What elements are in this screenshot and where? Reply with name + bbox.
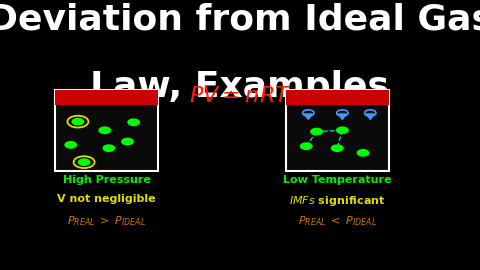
Polygon shape [338, 114, 347, 119]
Text: Low Temperature: Low Temperature [283, 175, 392, 185]
Bar [55, 90, 158, 105]
Bar [286, 90, 389, 105]
Circle shape [357, 150, 369, 156]
Circle shape [311, 129, 322, 135]
Polygon shape [304, 114, 312, 119]
Circle shape [122, 138, 133, 145]
Circle shape [99, 127, 110, 133]
Text: Law, Examples: Law, Examples [91, 70, 389, 104]
Circle shape [336, 127, 348, 133]
Circle shape [65, 142, 76, 148]
Text: V not negligible: V not negligible [58, 194, 156, 204]
Text: $\mathit{PV = nRT}$: $\mathit{PV = nRT}$ [189, 86, 291, 106]
Circle shape [300, 143, 312, 149]
Text: High Pressure: High Pressure [63, 175, 151, 185]
Circle shape [128, 119, 139, 126]
Circle shape [332, 145, 343, 151]
Polygon shape [366, 114, 374, 119]
Bar [55, 90, 158, 171]
Text: $\it{IMFs}$ significant: $\it{IMFs}$ significant [289, 194, 385, 208]
Circle shape [72, 119, 84, 125]
Bar [286, 90, 389, 171]
Text: $\mathit{P}$$_{\mathit{REAL}}$ $<$ $\mathit{P}$$_{\mathit{IDEAL}}$: $\mathit{P}$$_{\mathit{REAL}}$ $<$ $\mat… [298, 215, 377, 228]
Circle shape [78, 159, 90, 165]
Text: $\mathit{P}$$_{\mathit{REAL}}$ $>$ $\mathit{P}$$_{\mathit{IDEAL}}$: $\mathit{P}$$_{\mathit{REAL}}$ $>$ $\mat… [67, 215, 146, 228]
Circle shape [103, 145, 115, 151]
Text: Deviation from Ideal Gas: Deviation from Ideal Gas [0, 3, 480, 37]
